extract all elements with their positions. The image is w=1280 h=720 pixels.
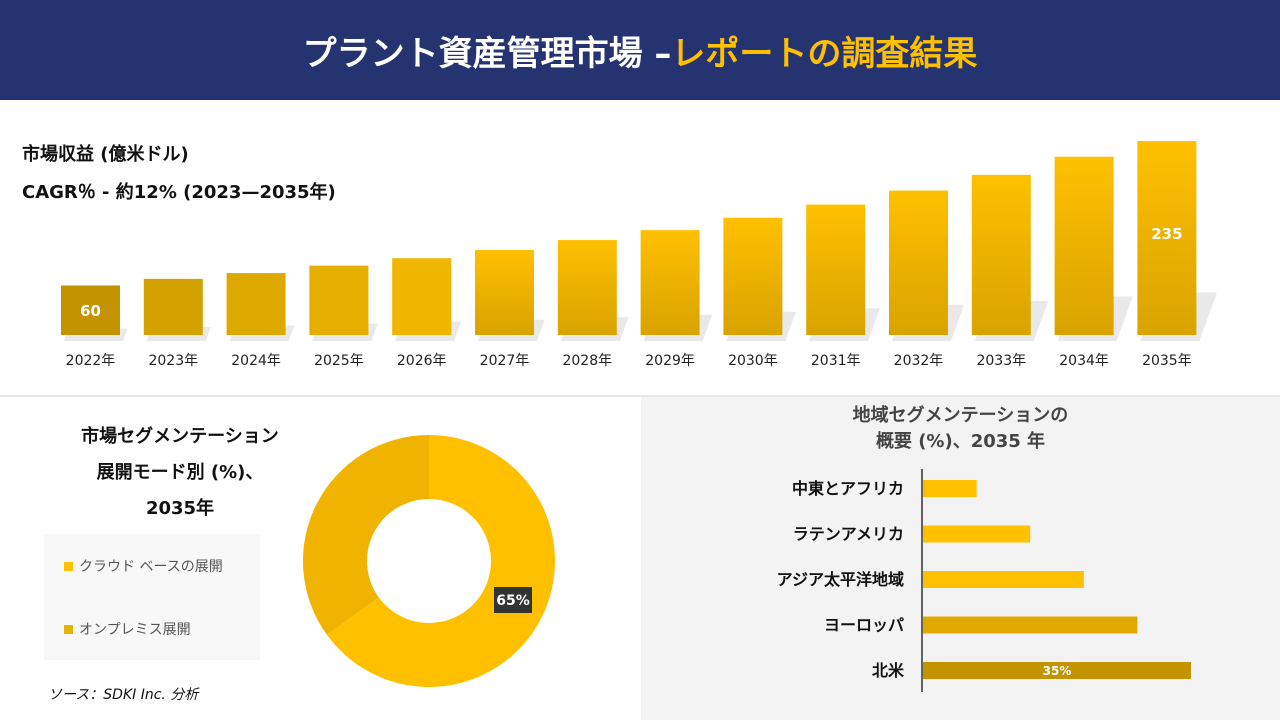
x-tick-label: 2024年 [231, 353, 281, 369]
region-title-line: 概要 (%)、2035 年 [875, 431, 1046, 452]
bar [889, 190, 948, 335]
segment-title-line: 2035年 [145, 498, 215, 519]
bar [923, 480, 977, 497]
bar [1137, 141, 1197, 335]
bar [923, 525, 1031, 543]
bar [971, 174, 1031, 335]
bar [1054, 156, 1114, 335]
donut-slice [327, 435, 555, 687]
y-tick-label: 北米 [872, 661, 905, 680]
legend-item: オンプレミス展開 [64, 619, 191, 639]
x-tick-label: 2027年 [480, 353, 530, 369]
revenue-bar-chart: 2022年 60 2023年 2024年 2025年 2026年 2027年 2028年 202… [61, 141, 1218, 369]
segment-title-line: 市場セグメンテーション [81, 426, 279, 447]
region-title-line: 地域セグメンテーションの [852, 405, 1069, 426]
legend-swatch [64, 561, 73, 571]
revenue-title: 市場収益 (億米ドル) [22, 144, 189, 165]
data-label: 65% [496, 593, 530, 609]
bar [723, 217, 783, 335]
bar [923, 662, 1191, 679]
y-tick-label: ラテンアメリカ [793, 525, 904, 544]
y-tick-label: 中東とアフリカ [792, 479, 904, 498]
y-tick-label: アジア太平洋地域 [777, 570, 904, 589]
bar [392, 258, 452, 335]
revenue-cagr: CAGR％ - 約12% (2023—2035年) [22, 182, 336, 203]
segment-title-line: 展開モード別 (%)、 [96, 462, 264, 483]
bar [226, 273, 286, 335]
bar [61, 285, 120, 335]
x-tick-label: 2031年 [811, 353, 861, 369]
x-tick-label: 2034年 [1059, 353, 1109, 369]
title-accent: レポートの調査結果 [671, 33, 978, 74]
legend-label: クラウド ベースの展開 [79, 559, 223, 575]
y-tick-label: ヨーロッパ [824, 616, 904, 635]
x-tick-label: 2023年 [148, 353, 198, 369]
segment-title: 市場セグメンテーション 展開モード別 (%)、 2035年 [30, 419, 330, 527]
data-label-bg [494, 587, 532, 613]
bar [557, 240, 617, 335]
x-tick-label: 2025年 [314, 353, 364, 369]
x-tick-label: 2028年 [562, 353, 612, 369]
segment-panel: 市場セグメンテーション 展開モード別 (%)、 2035年 クラウド ベースの展… [0, 397, 640, 720]
donut-legend: クラウド ベースの展開 オンプレミス展開 [44, 534, 260, 660]
bar [806, 204, 866, 335]
bar [475, 249, 534, 335]
data-label: 35% [1043, 664, 1072, 678]
page-header: プラント資産管理市場 – レポートの調査結果 [0, 0, 1280, 100]
bar [309, 265, 369, 335]
data-label: 60 [80, 302, 101, 320]
divider [0, 395, 1280, 397]
x-tick-label: 2032年 [894, 353, 944, 369]
region-panel: 地域セグメンテーションの 概要 (%)、2035 年 中東とアフリカ ラテンアメリ… [641, 397, 1280, 720]
x-tick-label: 2033年 [976, 353, 1026, 369]
legend-label: オンプレミス展開 [79, 622, 191, 638]
x-tick-label: 2022年 [66, 353, 116, 369]
x-tick-label: 2029年 [645, 353, 695, 369]
data-label: 235 [1151, 225, 1182, 243]
donut-slice [303, 435, 429, 636]
region-title: 地域セグメンテーションの 概要 (%)、2035 年 [641, 403, 1280, 455]
legend-item: クラウド ベースの展開 [64, 556, 223, 576]
source-note: ソース：SDKI Inc. 分析 [48, 687, 199, 703]
bar [640, 230, 700, 335]
deployment-donut-chart: 65% [303, 435, 555, 687]
x-tick-label: 2035年 [1142, 353, 1192, 369]
bar [923, 571, 1084, 588]
title-main: プラント資産管理市場 – [302, 33, 672, 74]
x-tick-label: 2026年 [397, 353, 447, 369]
bar [143, 278, 203, 335]
x-tick-label: 2030年 [728, 353, 778, 369]
legend-swatch [64, 624, 73, 634]
bar [923, 616, 1138, 634]
